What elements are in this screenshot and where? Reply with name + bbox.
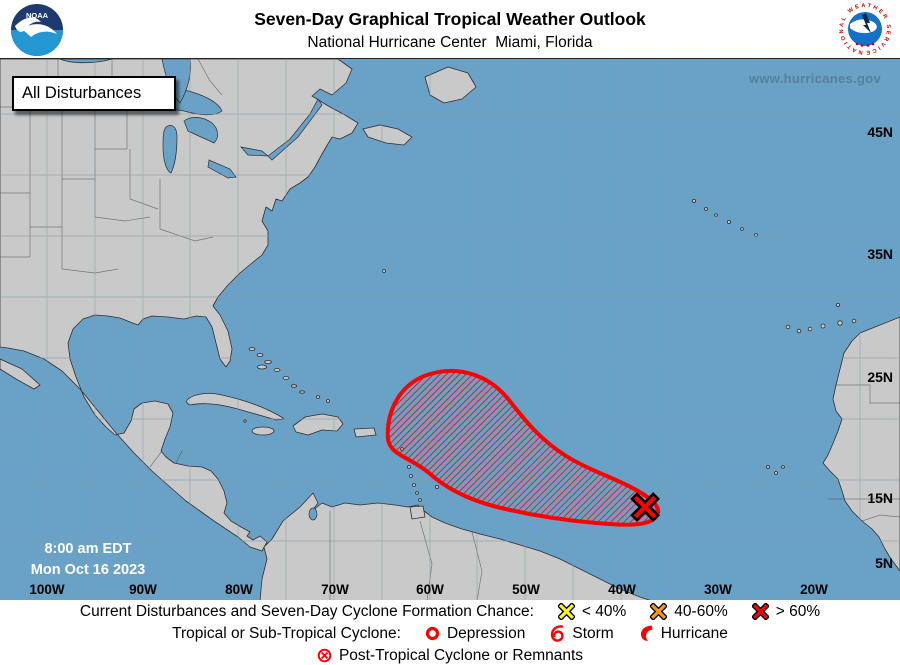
legend-item-high-chance: > 60% bbox=[751, 602, 821, 621]
legend-item-label: 40-60% bbox=[674, 602, 728, 620]
legend-item-label: > 60% bbox=[775, 602, 821, 620]
legend-item-low-chance: < 40% bbox=[557, 602, 627, 621]
lat-label-25n: 25N bbox=[867, 369, 893, 385]
header: NOAA Seven-Day Graphical Tropical Weathe… bbox=[0, 0, 900, 58]
lat-label-45n: 45N bbox=[867, 124, 893, 140]
timestamp-date: Mon Oct 16 2023 bbox=[30, 562, 146, 579]
lon-label-90w: 90W bbox=[129, 582, 157, 597]
lake-maracaibo bbox=[308, 507, 318, 521]
jamaica bbox=[251, 426, 275, 436]
legend: Current Disturbances and Seven-Day Cyclo… bbox=[0, 600, 900, 665]
timestamp-time: 8:00 am EDT bbox=[44, 541, 132, 557]
issuance-timestamp: 8:00 am EDT Mon Oct 16 2023 bbox=[12, 539, 164, 581]
legend-item-label: Hurricane bbox=[660, 624, 728, 642]
lat-label-5n: 5N bbox=[875, 555, 893, 571]
trinidad bbox=[409, 505, 426, 520]
baja-california bbox=[0, 358, 41, 390]
legend-row2-label: Tropical or Sub-Tropical Cyclone: bbox=[172, 624, 401, 642]
legend-item-label: Post-Tropical Cyclone or Remnants bbox=[338, 646, 584, 664]
st-lawrence-river bbox=[267, 98, 323, 161]
legend-row1-label: Current Disturbances and Seven-Day Cyclo… bbox=[79, 602, 534, 620]
legend-item-label: Depression bbox=[446, 624, 526, 642]
legend-item-hurricane: Hurricane bbox=[638, 625, 728, 643]
lon-label-100w: 100W bbox=[29, 582, 65, 597]
lake-erie bbox=[207, 159, 237, 179]
hurricanes-gov-watermark: www.hurricanes.gov bbox=[748, 71, 881, 86]
lake-michigan bbox=[162, 125, 178, 174]
lat-label-15n: 15N bbox=[867, 490, 893, 506]
newfoundland bbox=[424, 66, 477, 104]
legend-row-formation-chance: Current Disturbances and Seven-Day Cyclo… bbox=[0, 601, 900, 622]
lon-label-50w: 50W bbox=[512, 582, 540, 597]
north-america bbox=[0, 59, 359, 552]
page-subtitle: National Hurricane Center Miami, Florida bbox=[307, 34, 593, 51]
lon-label-70w: 70W bbox=[321, 582, 349, 597]
post-tropical-circle-x-icon bbox=[317, 648, 332, 663]
map-graphic bbox=[0, 59, 900, 601]
lon-label-60w: 60W bbox=[416, 582, 444, 597]
lon-label-30w: 30W bbox=[704, 582, 732, 597]
legend-item-post-tropical: Post-Tropical Cyclone or Remnants bbox=[317, 647, 583, 665]
x-marker-red-icon bbox=[751, 603, 769, 620]
lon-label-40w: 40W bbox=[608, 582, 636, 597]
legend-row-post-tropical: Post-Tropical Cyclone or Remnants bbox=[0, 645, 900, 665]
legend-item-storm: Storm bbox=[549, 624, 614, 643]
disturbance-x-marker[interactable] bbox=[630, 492, 660, 522]
lightning-bolt-icon bbox=[862, 13, 871, 33]
storm-spiral-icon bbox=[551, 625, 564, 642]
depression-circle-icon bbox=[425, 626, 440, 641]
lon-label-80w: 80W bbox=[225, 582, 253, 597]
lat-label-35n: 35N bbox=[867, 246, 893, 262]
puerto-rico bbox=[353, 427, 377, 438]
nws-logo: NATIONAL WEATHER SERVICE bbox=[837, 1, 893, 57]
all-disturbances-label: All Disturbances bbox=[12, 76, 176, 111]
nova-scotia bbox=[362, 124, 413, 146]
noaa-logo: NOAA bbox=[11, 4, 63, 56]
hurricane-comma-icon bbox=[640, 625, 653, 641]
x-marker-yellow-icon bbox=[557, 603, 575, 620]
legend-item-label: < 40% bbox=[581, 602, 627, 620]
legend-item-medium-chance: 40-60% bbox=[650, 602, 728, 621]
legend-row-cyclone-types: Tropical or Sub-Tropical Cyclone: Depres… bbox=[0, 623, 900, 644]
outlook-map: All Disturbances www.hurricanes.gov 8:00… bbox=[0, 58, 900, 601]
legend-item-depression: Depression bbox=[425, 625, 525, 643]
lon-label-20w: 20W bbox=[800, 582, 828, 597]
page-title: Seven-Day Graphical Tropical Weather Out… bbox=[254, 9, 646, 29]
lake-huron bbox=[183, 117, 218, 144]
noaa-logo-text: NOAA bbox=[26, 11, 49, 20]
x-marker-orange-icon bbox=[650, 603, 668, 620]
legend-item-label: Storm bbox=[572, 624, 614, 642]
